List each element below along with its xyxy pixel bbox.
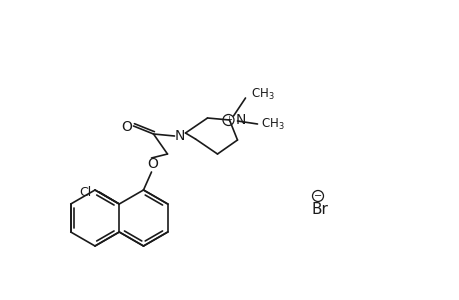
Text: N: N xyxy=(235,113,246,127)
Text: N: N xyxy=(174,129,184,143)
Text: CH$_3$: CH$_3$ xyxy=(251,86,274,102)
Text: −: − xyxy=(313,191,321,201)
Text: O: O xyxy=(121,120,132,134)
Text: +: + xyxy=(224,116,231,124)
Text: CH$_3$: CH$_3$ xyxy=(261,116,285,131)
Text: O: O xyxy=(147,157,157,171)
Text: Br: Br xyxy=(311,202,328,217)
Text: Cl: Cl xyxy=(79,187,91,200)
